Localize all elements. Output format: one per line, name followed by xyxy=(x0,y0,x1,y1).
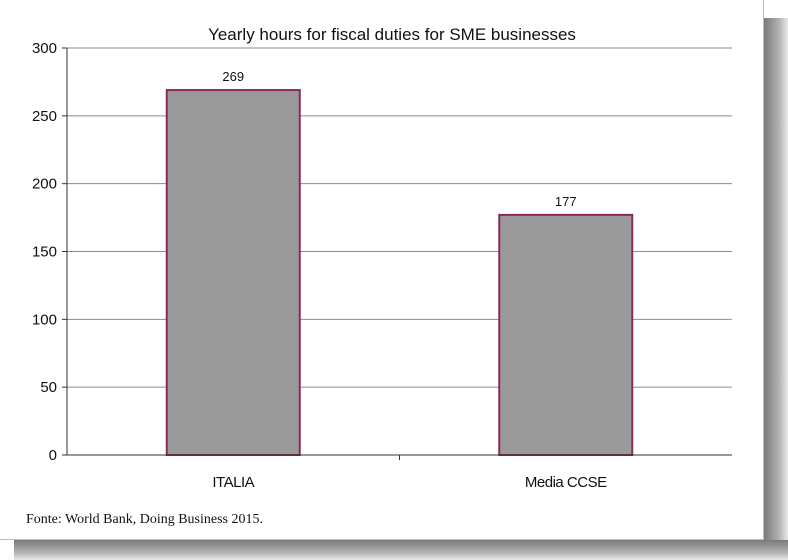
chart-title: Yearly hours for fiscal duties for SME b… xyxy=(208,25,576,44)
source-note: Fonte: World Bank, Doing Business 2015. xyxy=(26,512,264,527)
y-tick-label: 200 xyxy=(32,176,57,193)
y-tick-label: 150 xyxy=(32,244,57,261)
y-tick-label: 100 xyxy=(32,311,57,328)
card-shadow-bottom xyxy=(14,540,788,560)
x-tick-label: Media CCSE xyxy=(525,474,607,491)
data-label: 177 xyxy=(555,194,577,209)
x-tick-label: ITALIA xyxy=(212,474,254,491)
bar-chart: Yearly hours for fiscal duties for SME b… xyxy=(32,25,732,491)
y-tick-label: 300 xyxy=(32,40,57,57)
card-shadow-right xyxy=(764,18,788,548)
bars xyxy=(165,89,634,456)
bar xyxy=(498,213,634,456)
data-labels: 269 177 xyxy=(222,69,576,209)
y-tick-label: 250 xyxy=(32,108,57,125)
chart-card: Yearly hours for fiscal duties for SME b… xyxy=(0,0,764,540)
bar xyxy=(165,89,301,456)
data-label: 269 xyxy=(222,69,244,84)
y-axis-ticks: 0 50 100 150 200 250 300 xyxy=(32,40,67,464)
x-axis-labels: ITALIA Media CCSE xyxy=(212,455,608,491)
y-tick-label: 0 xyxy=(49,447,57,464)
y-tick-label: 50 xyxy=(40,379,57,396)
